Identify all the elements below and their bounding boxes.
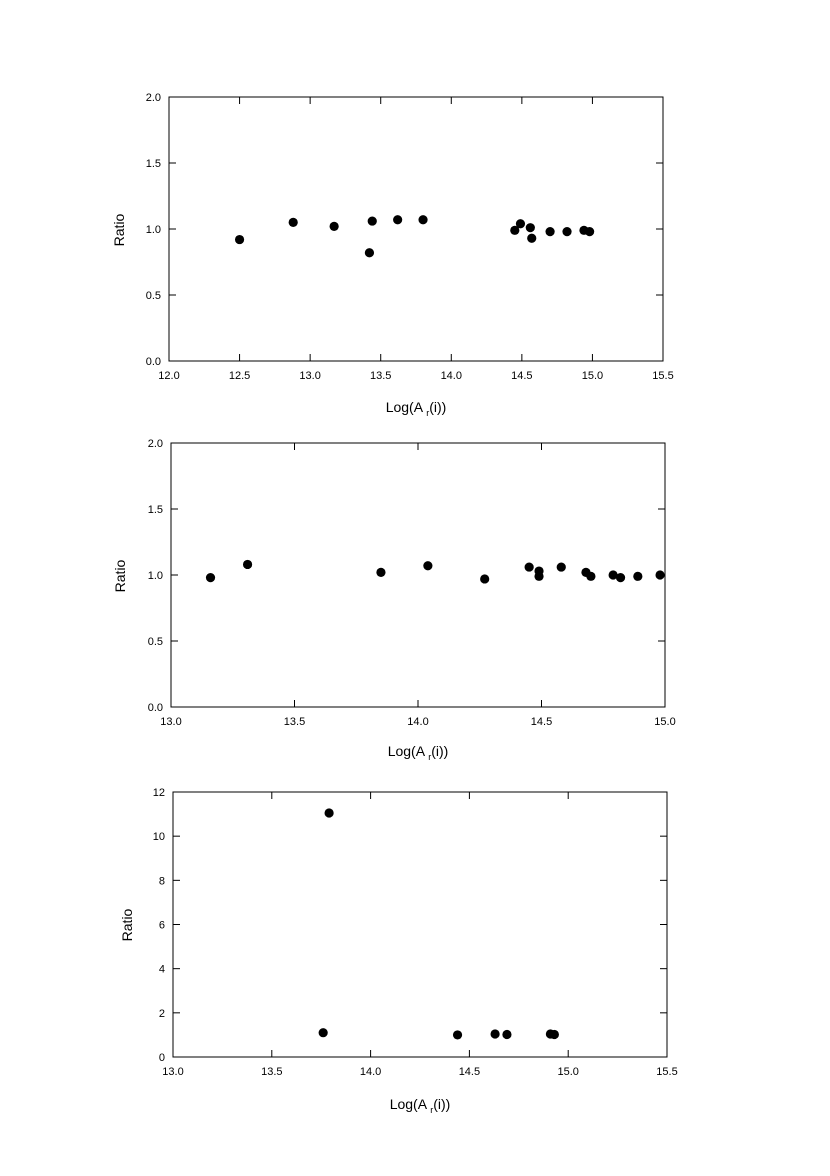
x-axis-label: Log(A r(i))	[388, 743, 449, 762]
x-tick-label: 14.0	[360, 1066, 381, 1078]
data-point	[288, 217, 298, 227]
x-tick-label: 13.5	[261, 1066, 282, 1078]
scatter-chart-2: 13.0 13.5 14.0 14.5 15.0 0.0 0.5 1.0 1.5 2.0 Log(A…	[112, 438, 676, 762]
data-point	[524, 562, 534, 572]
data-point	[452, 1030, 463, 1040]
y-tick-label: 0.0	[148, 702, 163, 714]
x-tick-label: 13.0	[299, 370, 320, 382]
scatter-chart-1: 12.0 12.5 13.0 13.5 14.0 14.5 15.0 15.5 0.0 0.5 1.…	[111, 92, 674, 418]
x-tick-label: 12.5	[229, 370, 250, 382]
data-point	[502, 1029, 512, 1040]
x-tick-label: 14.0	[407, 716, 428, 728]
x-tick-label: 15.5	[656, 1066, 677, 1078]
data-point	[324, 808, 334, 818]
data-point	[234, 234, 245, 245]
data-point	[655, 570, 665, 580]
x-tick-label: 15.0	[654, 716, 675, 728]
x-tick-label: 12.0	[158, 370, 179, 382]
x-axis-label: Log(A r(i))	[386, 399, 447, 418]
x-tick-label: 14.5	[531, 716, 552, 728]
x-tick-label: 15.5	[652, 370, 673, 382]
data-point	[318, 1028, 328, 1038]
y-tick-label: 2	[159, 1008, 165, 1020]
y-tick-label: 1.5	[148, 504, 163, 516]
y-tick-label: 1.5	[146, 158, 161, 170]
data-point	[367, 216, 377, 226]
x-tick-label: 15.0	[582, 370, 603, 382]
y-tick-label: 0.5	[148, 636, 163, 648]
data-point	[527, 233, 537, 243]
data-point	[242, 559, 253, 570]
data-point	[562, 227, 572, 237]
x-tick-label: 13.0	[160, 716, 181, 728]
data-point	[556, 562, 566, 572]
y-tick-label: 0.0	[146, 356, 161, 368]
data-point	[364, 248, 375, 258]
y-tick-label: 0	[159, 1052, 165, 1064]
x-tick-label: 14.0	[441, 370, 462, 382]
y-tick-label: 1.0	[148, 570, 163, 582]
x-tick-label: 13.5	[284, 716, 305, 728]
data-point	[586, 571, 596, 581]
data-point	[418, 215, 428, 225]
x-tick-label: 14.5	[459, 1066, 480, 1078]
y-tick-label: 0.5	[146, 290, 161, 302]
data-point	[329, 221, 339, 231]
data-point	[633, 571, 643, 581]
data-point	[423, 561, 433, 571]
data-point	[608, 570, 618, 580]
x-tick-label: 14.5	[511, 370, 532, 382]
y-tick-label: 10	[153, 831, 165, 843]
y-tick-label: 12	[153, 787, 165, 799]
x-tick-label: 15.0	[557, 1066, 578, 1078]
y-tick-label: 4	[159, 964, 165, 976]
data-point	[515, 219, 526, 229]
data-point	[525, 223, 535, 233]
data-point	[510, 225, 520, 235]
data-point	[545, 227, 555, 237]
y-tick-label: 2.0	[148, 438, 163, 450]
data-point	[393, 215, 403, 225]
data-point	[585, 227, 595, 237]
x-tick-label: 13.5	[370, 370, 391, 382]
data-point	[376, 567, 386, 577]
data-point	[534, 571, 544, 581]
data-point	[480, 574, 490, 584]
y-axis-label: Ratio	[111, 213, 127, 246]
data-point	[490, 1029, 500, 1039]
data-point	[205, 573, 216, 583]
y-axis-label: Ratio	[119, 908, 135, 941]
data-point	[615, 573, 626, 583]
y-axis-label: Ratio	[112, 559, 128, 592]
scatter-chart-3: 13.0 13.5 14.0 14.5 15.0 15.5 0 2 4 6 8 10 12 Log(A r…	[119, 787, 678, 1115]
x-axis-label: Log(A r(i))	[390, 1096, 451, 1115]
y-tick-label: 2.0	[146, 92, 161, 104]
data-point	[549, 1029, 559, 1040]
x-tick-label: 13.0	[162, 1066, 183, 1078]
y-tick-label: 1.0	[146, 224, 161, 236]
plot-frame	[172, 791, 668, 1058]
y-tick-label: 6	[159, 920, 165, 932]
y-tick-label: 8	[159, 875, 165, 887]
